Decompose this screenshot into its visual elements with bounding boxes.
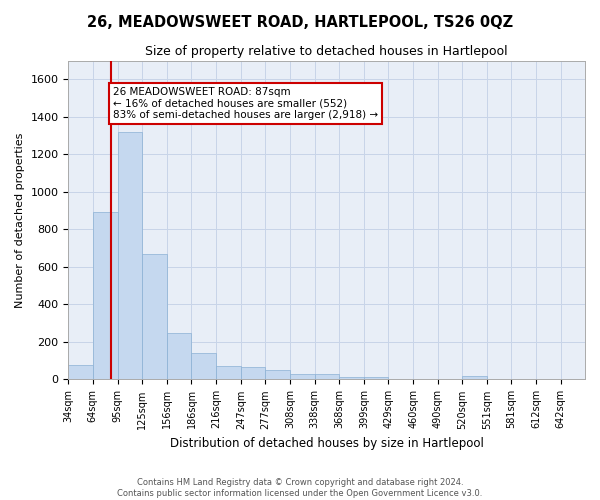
Bar xyxy=(314,374,339,380)
Text: Contains HM Land Registry data © Crown copyright and database right 2024.
Contai: Contains HM Land Registry data © Crown c… xyxy=(118,478,482,498)
Bar xyxy=(265,370,290,380)
Bar xyxy=(241,368,265,380)
Text: 26, MEADOWSWEET ROAD, HARTLEPOOL, TS26 0QZ: 26, MEADOWSWEET ROAD, HARTLEPOOL, TS26 0… xyxy=(87,15,513,30)
Bar xyxy=(68,366,92,380)
Bar xyxy=(290,374,314,380)
X-axis label: Distribution of detached houses by size in Hartlepool: Distribution of detached houses by size … xyxy=(170,437,484,450)
Bar xyxy=(462,376,487,380)
Title: Size of property relative to detached houses in Hartlepool: Size of property relative to detached ho… xyxy=(145,45,508,58)
Bar xyxy=(167,334,191,380)
Bar xyxy=(191,353,216,380)
Bar xyxy=(339,377,364,380)
Bar xyxy=(118,132,142,380)
Bar xyxy=(216,366,241,380)
Y-axis label: Number of detached properties: Number of detached properties xyxy=(15,132,25,308)
Bar xyxy=(92,212,118,380)
Bar xyxy=(364,377,388,380)
Bar xyxy=(142,254,167,380)
Text: 26 MEADOWSWEET ROAD: 87sqm
← 16% of detached houses are smaller (552)
83% of sem: 26 MEADOWSWEET ROAD: 87sqm ← 16% of deta… xyxy=(113,87,378,120)
